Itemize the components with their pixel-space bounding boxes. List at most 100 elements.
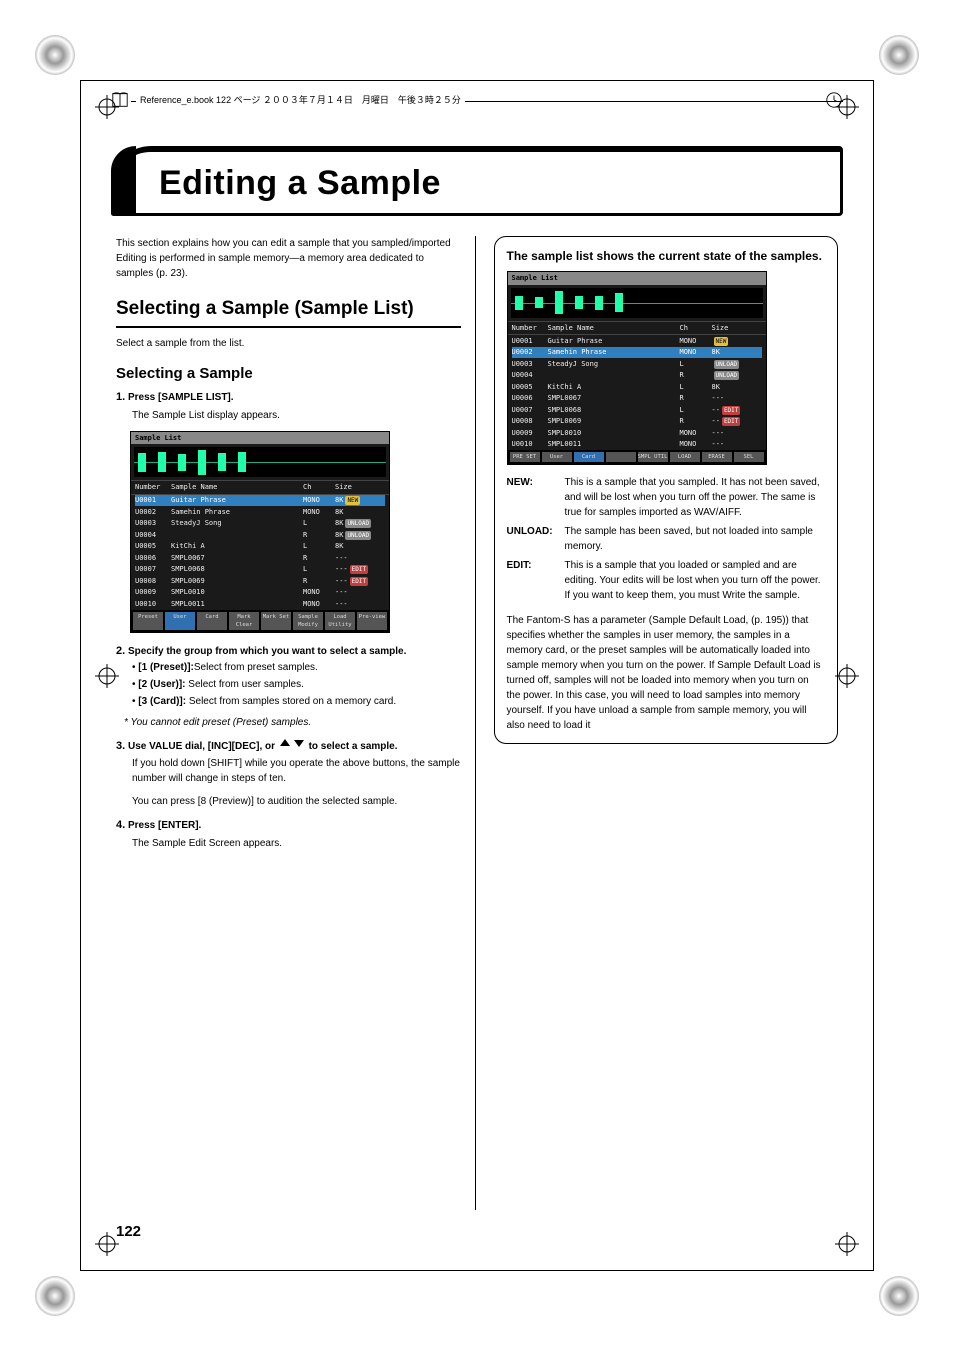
step1-body: The Sample List display appears.: [132, 408, 461, 423]
table-rows: U0001Guitar PhraseMONONEWU0002Samehin Ph…: [508, 335, 766, 450]
softkey: Mark Set: [261, 612, 291, 631]
register-mark-br: [835, 1232, 859, 1256]
definition-row: UNLOAD:The sample has been saved, but no…: [507, 524, 826, 554]
screenshot-title: Sample List: [508, 272, 766, 285]
step4-label: Press [ENTER].: [128, 820, 201, 831]
info-title: The sample list shows the current state …: [507, 247, 826, 265]
sample-row: U0001Guitar PhraseMONONEW: [512, 335, 762, 347]
content-columns: This section explains how you can edit a…: [116, 236, 838, 1210]
sample-row: U0006SMPL0067R---: [512, 393, 762, 405]
page-number: 122: [116, 1223, 141, 1240]
chapter-title: Editing a Sample: [159, 164, 441, 202]
definitions-list: NEW:This is a sample that you sampled. I…: [507, 475, 826, 603]
softkey: Mark Clear: [229, 612, 259, 631]
sample-row: U0007SMPL0068L---EDIT: [135, 564, 385, 576]
sample-row: U0003SteadyJ SongL8KUNLOAD: [135, 518, 385, 530]
register-mark-bl: [95, 1232, 119, 1256]
page-frame: Reference_e.book 122 ページ ２００３年７月１４日 月曜日 …: [80, 80, 874, 1271]
step4-body: The Sample Edit Screen appears.: [132, 836, 461, 851]
softkey: Pre-view: [357, 612, 387, 631]
sample-row: U0009SMPL0010MONO---: [135, 587, 385, 599]
softkey: Preset: [133, 612, 163, 631]
waveform-display: [134, 447, 386, 477]
step2-num: 2.: [116, 645, 125, 657]
sample-row: U0002Samehin PhraseMONO8K: [512, 347, 762, 359]
sample-row: U0002Samehin PhraseMONO8K: [135, 506, 385, 518]
register-mark-tl: [95, 95, 119, 119]
step2-label: Specify the group from which you want to…: [128, 646, 406, 657]
softkey: [606, 452, 636, 462]
table-header: NumberSample NameChSize: [131, 480, 389, 495]
step-4: 4. Press [ENTER]. The Sample Edit Screen…: [116, 817, 461, 851]
sample-row: U0004R8KUNLOAD: [135, 529, 385, 541]
step2-bullet1: • [1 (Preset)]:Select from preset sample…: [132, 660, 461, 675]
def-label: NEW:: [507, 475, 565, 520]
table-rows: U0001Guitar PhraseMONO8KNEWU0002Samehin …: [131, 495, 389, 610]
step1-label: Press [SAMPLE LIST].: [128, 392, 234, 403]
sample-row: U0003SteadyJ SongLUNLOAD: [512, 358, 762, 370]
sample-row: U0005KitChi AL8K: [512, 381, 762, 393]
step2-bullet3: • [3 (Card)]: Select from samples stored…: [132, 694, 461, 709]
intro-p1: This section explains how you can edit a…: [116, 236, 461, 251]
step3-body1: If you hold down [SHIFT] while you opera…: [132, 756, 461, 786]
info-box: The sample list shows the current state …: [494, 236, 839, 744]
softkey: SMPL UTIL: [638, 452, 668, 462]
sample-row: U0008SMPL0069R---EDIT: [135, 575, 385, 587]
sample-row: U0008SMPL0069R--EDIT: [512, 416, 762, 428]
section1-text: Select a sample from the list.: [116, 336, 461, 351]
table-header: NumberSample NameChSize: [508, 321, 766, 336]
step2-bullet2: • [2 (User)]: Select from user samples.: [132, 677, 461, 692]
step2-note: * You cannot edit preset (Preset) sample…: [124, 715, 461, 730]
def-label: EDIT:: [507, 558, 565, 603]
softkey: SEL: [734, 452, 764, 462]
step1-num: 1.: [116, 391, 125, 403]
step-1: 1. Press [SAMPLE LIST]. The Sample List …: [116, 389, 461, 423]
chapter-title-box: Editing a Sample: [111, 146, 843, 216]
register-mark-left: [95, 664, 119, 688]
screenshot-title: Sample List: [131, 432, 389, 445]
sample-row: U0006SMPL0067R---: [135, 552, 385, 564]
section2-heading: Selecting a Sample: [116, 363, 461, 386]
sample-row: U0010SMPL0011MONO---: [512, 439, 762, 451]
def-text: The sample has been saved, but not loade…: [565, 524, 826, 554]
info-paragraph: The Fantom-S has a parameter (Sample Def…: [507, 613, 826, 733]
step-3: 3. Use VALUE dial, [INC][DEC], or to sel…: [116, 738, 461, 810]
softkey: ERASE: [702, 452, 732, 462]
def-text: This is a sample that you sampled. It ha…: [565, 475, 826, 520]
header-text: Reference_e.book 122 ページ ２００３年７月１４日 月曜日 …: [136, 93, 465, 106]
sample-row: U0005KitChi AL8K: [135, 541, 385, 553]
sample-row: U0010SMPL0011MONO---: [135, 598, 385, 610]
sample-row: U0004RUNLOAD: [512, 370, 762, 382]
softkey: LOAD: [670, 452, 700, 462]
def-label: UNLOAD:: [507, 524, 565, 554]
softkey-bar: PresetUserCardMark ClearMark SetSample M…: [131, 610, 389, 633]
step3-label-a: Use VALUE dial, [INC][DEC], or: [128, 741, 278, 752]
screenshot-2: Sample List NumberSample NameChSize U000…: [507, 271, 767, 465]
softkey: Sample Modify: [293, 612, 323, 631]
waveform-display: [511, 288, 763, 318]
step3-body2: You can press [8 (Preview)] to audition …: [132, 794, 461, 809]
section1-heading: Selecting a Sample (Sample List): [116, 295, 461, 328]
right-column: The sample list shows the current state …: [494, 236, 839, 1210]
step-2: 2. Specify the group from which you want…: [116, 643, 461, 730]
left-column: This section explains how you can edit a…: [116, 236, 476, 1210]
register-mark-right: [835, 664, 859, 688]
screenshot-1: Sample List NumberSample NameChSize U000…: [130, 431, 390, 634]
step3-label-b: to select a sample.: [309, 741, 398, 752]
step3-num: 3.: [116, 740, 125, 752]
sample-row: U0001Guitar PhraseMONO8KNEW: [135, 495, 385, 507]
sample-row: U0009SMPL0010MONO---: [512, 427, 762, 439]
softkey-bar: PRE SETUserCard SMPL UTILLOADERASESEL: [508, 450, 766, 464]
softkey: Card: [574, 452, 604, 462]
definition-row: EDIT:This is a sample that you loaded or…: [507, 558, 826, 603]
softkey: Card: [197, 612, 227, 631]
definition-row: NEW:This is a sample that you sampled. I…: [507, 475, 826, 520]
sample-row: U0007SMPL0068L--EDIT: [512, 404, 762, 416]
softkey: User: [165, 612, 195, 631]
up-down-arrows-icon: [278, 738, 306, 753]
softkey: User: [542, 452, 572, 462]
intro-p2: Editing is performed in sample memory—a …: [116, 251, 461, 281]
softkey: Load Utility: [325, 612, 355, 631]
intro-block: This section explains how you can edit a…: [116, 236, 461, 281]
softkey: PRE SET: [510, 452, 540, 462]
